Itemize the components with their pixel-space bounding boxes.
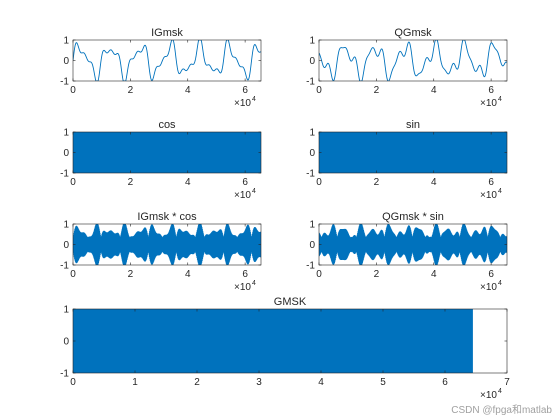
x-tick-label: 6 xyxy=(242,177,248,188)
chart-title: cos xyxy=(158,119,176,131)
x-exponent-label: ×10 xyxy=(480,190,497,201)
axes-box xyxy=(318,39,508,82)
x-exponent-label: ×10 xyxy=(234,282,251,293)
x-tick-label: 4 xyxy=(318,377,324,388)
series-fill xyxy=(319,132,507,173)
y-tick-label: -1 xyxy=(306,261,315,272)
y-tick-label: 1 xyxy=(309,36,315,47)
x-tick-label: 6 xyxy=(442,377,448,388)
x-tick-label: 0 xyxy=(316,269,322,280)
y-tick-label: 0 xyxy=(63,337,69,348)
x-tick-label: 0 xyxy=(316,85,322,96)
series-line xyxy=(319,224,507,265)
x-exponent-power: 4 xyxy=(498,388,502,395)
y-tick-label: 0 xyxy=(309,148,315,159)
x-exponent-label: ×10 xyxy=(480,390,497,401)
series-line xyxy=(73,40,261,81)
series-fill xyxy=(73,132,261,173)
y-tick-label: -1 xyxy=(306,169,315,180)
series-line xyxy=(73,224,261,265)
x-tick-label: 4 xyxy=(431,85,437,96)
chart-title: sin xyxy=(406,119,420,131)
x-tick-label: 2 xyxy=(194,377,200,388)
series-group xyxy=(73,309,473,373)
series-group xyxy=(73,40,261,81)
y-tick-label: 0 xyxy=(309,240,315,251)
chart-title: IGmsk xyxy=(151,27,183,39)
x-tick-label: 2 xyxy=(374,85,380,96)
y-tick-label: -1 xyxy=(60,77,69,88)
y-tick-label: 1 xyxy=(309,220,315,231)
x-exponent-label: ×10 xyxy=(480,98,497,109)
y-tick-label: -1 xyxy=(60,369,69,380)
x-tick-label: 2 xyxy=(128,85,134,96)
x-tick-label: 4 xyxy=(431,269,437,280)
chart-title: IGmsk * cos xyxy=(137,211,197,223)
y-tick-label: 1 xyxy=(63,36,69,47)
y-tick-label: 0 xyxy=(63,56,69,67)
y-tick-label: 1 xyxy=(63,128,69,139)
x-tick-label: 2 xyxy=(128,269,134,280)
x-tick-label: 2 xyxy=(374,269,380,280)
y-tick-label: 0 xyxy=(309,56,315,67)
x-tick-label: 6 xyxy=(488,85,494,96)
x-tick-label: 5 xyxy=(380,377,386,388)
y-tick-label: -1 xyxy=(306,77,315,88)
y-tick-label: 0 xyxy=(63,240,69,251)
x-tick-label: 6 xyxy=(242,269,248,280)
x-tick-label: 4 xyxy=(185,177,191,188)
x-tick-label: 0 xyxy=(70,269,76,280)
x-tick-label: 0 xyxy=(70,177,76,188)
y-tick-label: 0 xyxy=(63,148,69,159)
x-tick-label: 2 xyxy=(374,177,380,188)
x-tick-label: 0 xyxy=(70,377,76,388)
x-exponent-label: ×10 xyxy=(480,282,497,293)
x-exponent-power: 4 xyxy=(498,96,502,103)
y-tick-label: 1 xyxy=(309,128,315,139)
x-tick-label: 6 xyxy=(488,269,494,280)
x-exponent-label: ×10 xyxy=(234,190,251,201)
x-tick-label: 1 xyxy=(132,377,138,388)
watermark-text: CSDN @fpga和matlab xyxy=(451,404,552,416)
chart-title: QGmsk * sin xyxy=(382,211,444,223)
x-exponent-power: 4 xyxy=(252,280,256,287)
x-tick-label: 4 xyxy=(185,269,191,280)
y-tick-label: -1 xyxy=(60,261,69,272)
x-tick-label: 7 xyxy=(504,377,510,388)
x-tick-label: 4 xyxy=(185,85,191,96)
y-tick-label: -1 xyxy=(60,169,69,180)
x-exponent-power: 4 xyxy=(252,96,256,103)
chart-title: GMSK xyxy=(274,296,307,308)
x-exponent-power: 4 xyxy=(252,188,256,195)
x-tick-label: 4 xyxy=(431,177,437,188)
x-tick-label: 0 xyxy=(316,177,322,188)
x-tick-label: 3 xyxy=(256,377,262,388)
series-line xyxy=(319,40,507,81)
series-fill xyxy=(73,309,473,373)
y-tick-label: 1 xyxy=(63,305,69,316)
x-tick-label: 6 xyxy=(488,177,494,188)
x-exponent-power: 4 xyxy=(498,188,502,195)
x-tick-label: 6 xyxy=(242,85,248,96)
y-tick-label: 1 xyxy=(63,220,69,231)
x-exponent-label: ×10 xyxy=(234,98,251,109)
series-group xyxy=(73,224,261,265)
series-group xyxy=(73,132,261,173)
x-tick-label: 2 xyxy=(128,177,134,188)
x-tick-label: 0 xyxy=(70,85,76,96)
chart-title: QGmsk xyxy=(394,27,432,39)
series-group xyxy=(319,224,507,265)
x-exponent-power: 4 xyxy=(498,280,502,287)
series-group xyxy=(319,132,507,173)
series-group xyxy=(319,40,507,81)
